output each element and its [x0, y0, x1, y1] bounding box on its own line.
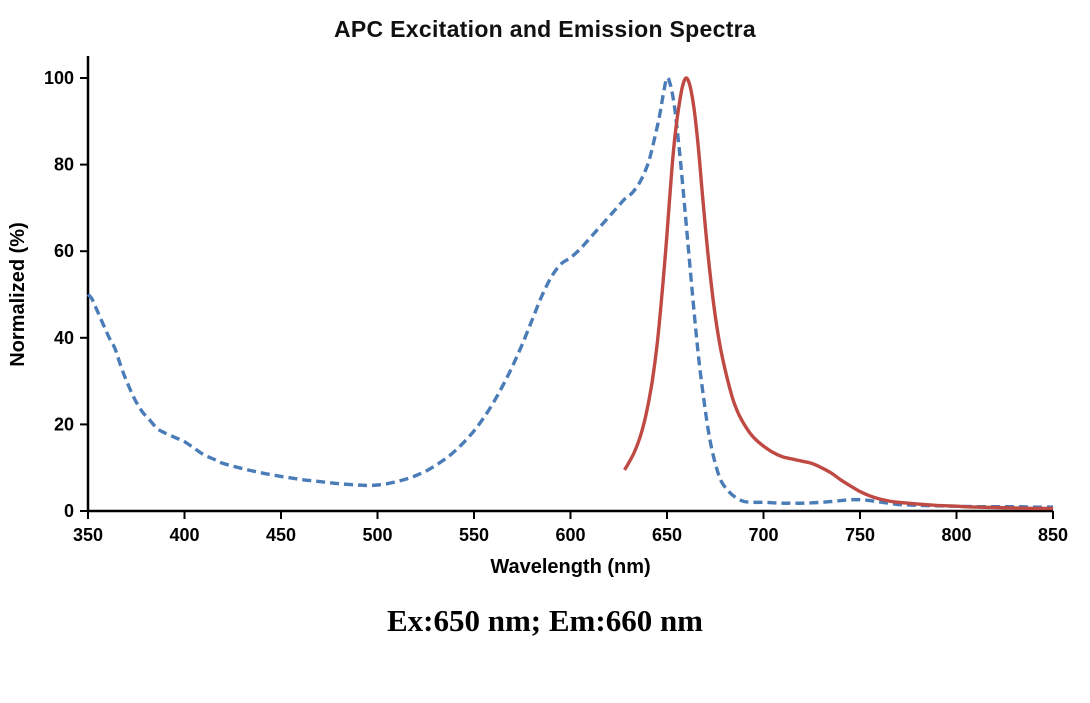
x-tick-label: 600 [555, 525, 585, 545]
y-tick-label: 100 [44, 68, 74, 88]
x-tick-label: 550 [459, 525, 489, 545]
series-emission-curve [623, 76, 1054, 511]
x-tick-label: 400 [169, 525, 199, 545]
y-tick-label: 40 [54, 328, 74, 348]
x-tick-label: 700 [748, 525, 778, 545]
y-tick-label: 20 [54, 414, 74, 434]
y-tick-label: 60 [54, 241, 74, 261]
y-tick-label: 0 [64, 501, 74, 521]
y-axis-title: Normalized (%) [7, 222, 29, 366]
chart-title: APC Excitation and Emission Spectra [333, 16, 757, 42]
x-tick-label: 850 [1038, 525, 1068, 545]
y-tick-label: 80 [54, 155, 74, 175]
x-tick-label: 750 [845, 525, 875, 545]
x-tick-label: 350 [73, 525, 103, 545]
y-tick-labels [80, 77, 88, 512]
x-tick-label: 450 [266, 525, 296, 545]
spectra-chart: 350 400 450 500 550 600 650 700 750 800 850 0 20 40 60… [7, 56, 1068, 578]
x-tick-label: 650 [652, 525, 682, 545]
ex-em-caption: Ex:650 nm; Em:660 nm [386, 603, 704, 638]
series-excitation-curve [86, 76, 1054, 509]
x-tick-labels [87, 511, 1054, 519]
x-tick-label: 800 [941, 525, 971, 545]
x-tick-label: 500 [362, 525, 392, 545]
x-axis-title: Wavelength (nm) [490, 556, 650, 578]
